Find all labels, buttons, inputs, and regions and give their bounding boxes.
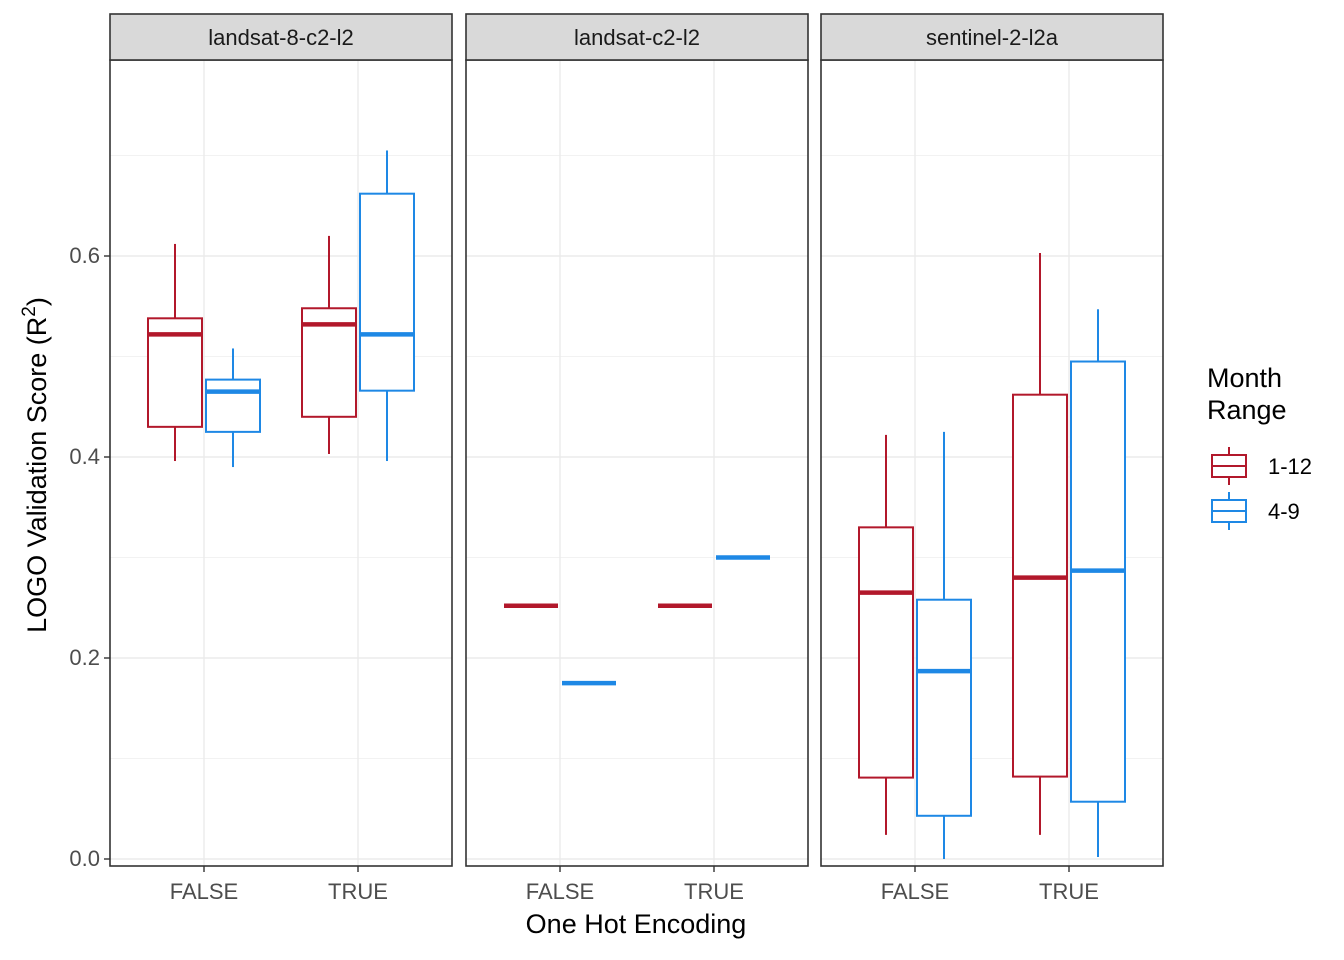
y-axis-title-main: LOGO Validation Score (R [22, 317, 52, 633]
panels-layer: landsat-8-c2-l2 FALSE TRUE landsat-c2-l2 FAL… [109, 13, 1164, 904]
legend-title-line-1: Month [1207, 363, 1282, 393]
legend-title-line-2: Range [1207, 395, 1287, 425]
box-FALSE-4-9 [916, 431, 972, 859]
box-body [1012, 393, 1068, 778]
strip-background [820, 13, 1164, 61]
strip-label: sentinel-2-l2a [926, 25, 1059, 50]
legend-label-1-12: 1-12 [1268, 454, 1312, 479]
box-FALSE-4-9 [205, 348, 261, 468]
strip-background [465, 13, 809, 61]
x-tick-label: TRUE [684, 879, 744, 904]
panel-background [466, 60, 808, 866]
box-FALSE-1-12 [147, 243, 203, 462]
y-axis-title-superscript: 2 [19, 306, 40, 317]
box-TRUE-4-9 [1070, 309, 1126, 857]
legend: Month Range 1-12 4-9 [1207, 363, 1312, 530]
box-TRUE-4-9 [359, 150, 415, 462]
legend-key-1-12 [1211, 447, 1247, 485]
x-tick-label: TRUE [328, 879, 388, 904]
box-body [916, 598, 972, 817]
panel-landsat-8-c2-l2: landsat-8-c2-l2 FALSE TRUE [109, 13, 453, 904]
x-tick-label: TRUE [1039, 879, 1099, 904]
y-tick-label: 0.6 [69, 243, 100, 268]
strip-background [109, 13, 453, 61]
y-tick-label: 0.0 [69, 846, 100, 871]
legend-keys [1211, 447, 1247, 530]
y-tick-label: 0.2 [69, 645, 100, 670]
x-axis-title: One Hot Encoding [526, 909, 747, 939]
strip-label: landsat-c2-l2 [574, 25, 700, 50]
box-FALSE-1-12 [858, 434, 914, 835]
legend-key-4-9 [1211, 492, 1247, 530]
y-axis: 0.0 0.2 0.4 0.6 [69, 243, 110, 871]
x-tick-label: FALSE [526, 879, 594, 904]
panel-landsat-c2-l2: landsat-c2-l2 FALSE TRUE [465, 13, 809, 904]
box-TRUE-1-12 [301, 235, 357, 454]
x-tick-label: FALSE [170, 879, 238, 904]
box-body [1070, 360, 1126, 803]
panel-sentinel-2-l2a: sentinel-2-l2a FALSE TRUE [820, 13, 1164, 904]
box-body [858, 526, 914, 779]
y-tick-label: 0.4 [69, 444, 100, 469]
y-axis-title-close: ) [22, 297, 52, 306]
panel-background [110, 60, 452, 866]
legend-label-4-9: 4-9 [1268, 499, 1300, 524]
y-axis-title: LOGO Validation Score (R2) [19, 297, 52, 633]
box-body [205, 378, 261, 433]
box-body [359, 192, 415, 392]
box-TRUE-1-12 [1012, 252, 1068, 835]
x-tick-label: FALSE [881, 879, 949, 904]
strip-label: landsat-8-c2-l2 [208, 25, 354, 50]
